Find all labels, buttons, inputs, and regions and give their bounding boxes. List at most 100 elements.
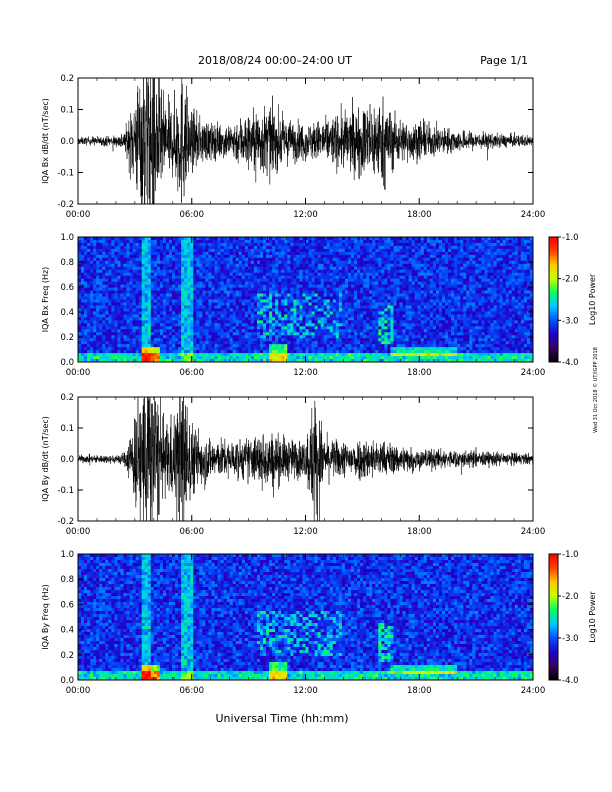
- heatmap-cell: [351, 317, 355, 321]
- heatmap-cell: [284, 260, 288, 265]
- heatmap-cell: [375, 269, 379, 274]
- heatmap-cell: [138, 290, 143, 294]
- heatmap-cell: [354, 272, 358, 277]
- heatmap-cell: [159, 320, 164, 324]
- heatmap-cell: [287, 254, 291, 259]
- heatmap-cell: [238, 269, 243, 274]
- heatmap-cell: [284, 245, 288, 250]
- heatmap-cell: [332, 239, 337, 244]
- heatmap-cell: [135, 359, 140, 363]
- heatmap-cell: [199, 251, 203, 256]
- heatmap-cell: [105, 248, 109, 253]
- heatmap-cell: [335, 308, 340, 312]
- heatmap-cell: [111, 305, 115, 309]
- heatmap-cell: [102, 266, 106, 271]
- heatmap-cell: [284, 237, 288, 241]
- heatmap-cell: [269, 344, 273, 348]
- heatmap-cell: [384, 281, 388, 286]
- heatmap-cell: [256, 359, 261, 363]
- heatmap-cell: [190, 350, 194, 354]
- heatmap-cell: [287, 347, 291, 351]
- heatmap-cell: [90, 311, 94, 315]
- heatmap-cell: [296, 287, 300, 291]
- heatmap-cell: [357, 248, 361, 253]
- heatmap-cell: [105, 284, 109, 288]
- heatmap-cell: [241, 305, 246, 309]
- heatmap-cell: [235, 353, 240, 357]
- heatmap-cell: [269, 320, 273, 324]
- heatmap-cell: [223, 314, 228, 318]
- heatmap-cell: [311, 353, 315, 357]
- heatmap-cell: [284, 323, 288, 327]
- heatmap-cell: [247, 257, 252, 262]
- heatmap-cell: [165, 260, 170, 265]
- heatmap-cell: [153, 350, 158, 354]
- heatmap-cell: [360, 344, 364, 348]
- heatmap-cell: [214, 332, 218, 336]
- heatmap-cell: [296, 272, 300, 277]
- heatmap-cell: [156, 269, 161, 274]
- heatmap-cell: [241, 296, 246, 300]
- heatmap-cell: [351, 257, 355, 262]
- heatmap-cell: [238, 317, 243, 321]
- heatmap-cell: [165, 269, 170, 274]
- heatmap-cell: [181, 260, 185, 265]
- heatmap-cell: [357, 272, 361, 277]
- heatmap-cell: [126, 350, 130, 354]
- heatmap-cell: [229, 248, 234, 253]
- heatmap-cell: [420, 332, 425, 336]
- heatmap-cell: [153, 323, 158, 327]
- heatmap-cell: [235, 290, 240, 294]
- heatmap-cell: [129, 338, 133, 342]
- heatmap-cell: [226, 257, 231, 262]
- heatmap-cell: [232, 254, 237, 259]
- heatmap-cell: [344, 272, 349, 277]
- heatmap-cell: [244, 281, 249, 286]
- heatmap-cell: [138, 329, 143, 333]
- heatmap-cell: [114, 317, 118, 321]
- heatmap-cell: [190, 353, 194, 357]
- heatmap-cell: [193, 314, 197, 318]
- heatmap-cell: [402, 266, 406, 271]
- heatmap-cell: [178, 359, 182, 363]
- heatmap-cell: [357, 320, 361, 324]
- heatmap-cell: [420, 350, 425, 354]
- heatmap-cell: [326, 266, 331, 271]
- heatmap-cell: [408, 254, 413, 259]
- heatmap-cell: [305, 356, 309, 360]
- heatmap-cell: [165, 350, 170, 354]
- heatmap-cell: [114, 338, 118, 342]
- heatmap-cell: [256, 302, 261, 306]
- heatmap-cell: [357, 242, 361, 247]
- heatmap-cell: [199, 257, 203, 262]
- heatmap-cell: [226, 311, 231, 315]
- heatmap-cell: [290, 311, 294, 315]
- heatmap-cell: [351, 356, 355, 360]
- heatmap-cell: [141, 332, 146, 336]
- heatmap-cell: [266, 242, 270, 247]
- heatmap-cell: [120, 311, 124, 315]
- heatmap-cell: [99, 302, 103, 306]
- heatmap-cell: [205, 281, 209, 286]
- heatmap-cell: [102, 335, 106, 339]
- heatmap-cell: [90, 323, 94, 327]
- heatmap-cell: [232, 347, 237, 351]
- heatmap-cell: [375, 251, 379, 256]
- heatmap-cell: [375, 239, 379, 244]
- heatmap-cell: [238, 296, 243, 300]
- heatmap-cell: [126, 239, 130, 244]
- heatmap-cell: [317, 350, 322, 354]
- heatmap-cell: [281, 305, 285, 309]
- heatmap-cell: [187, 239, 191, 244]
- heatmap-cell: [178, 320, 182, 324]
- heatmap-cell: [299, 293, 303, 297]
- heatmap-cell: [423, 311, 428, 315]
- heatmap-cell: [175, 356, 179, 360]
- heatmap-cell: [211, 332, 215, 336]
- heatmap-cell: [369, 254, 373, 259]
- heatmap-cell: [105, 257, 109, 262]
- heatmap-cell: [323, 266, 328, 271]
- heatmap-cell: [93, 350, 97, 354]
- heatmap-cell: [84, 347, 88, 351]
- heatmap-cell: [199, 293, 203, 297]
